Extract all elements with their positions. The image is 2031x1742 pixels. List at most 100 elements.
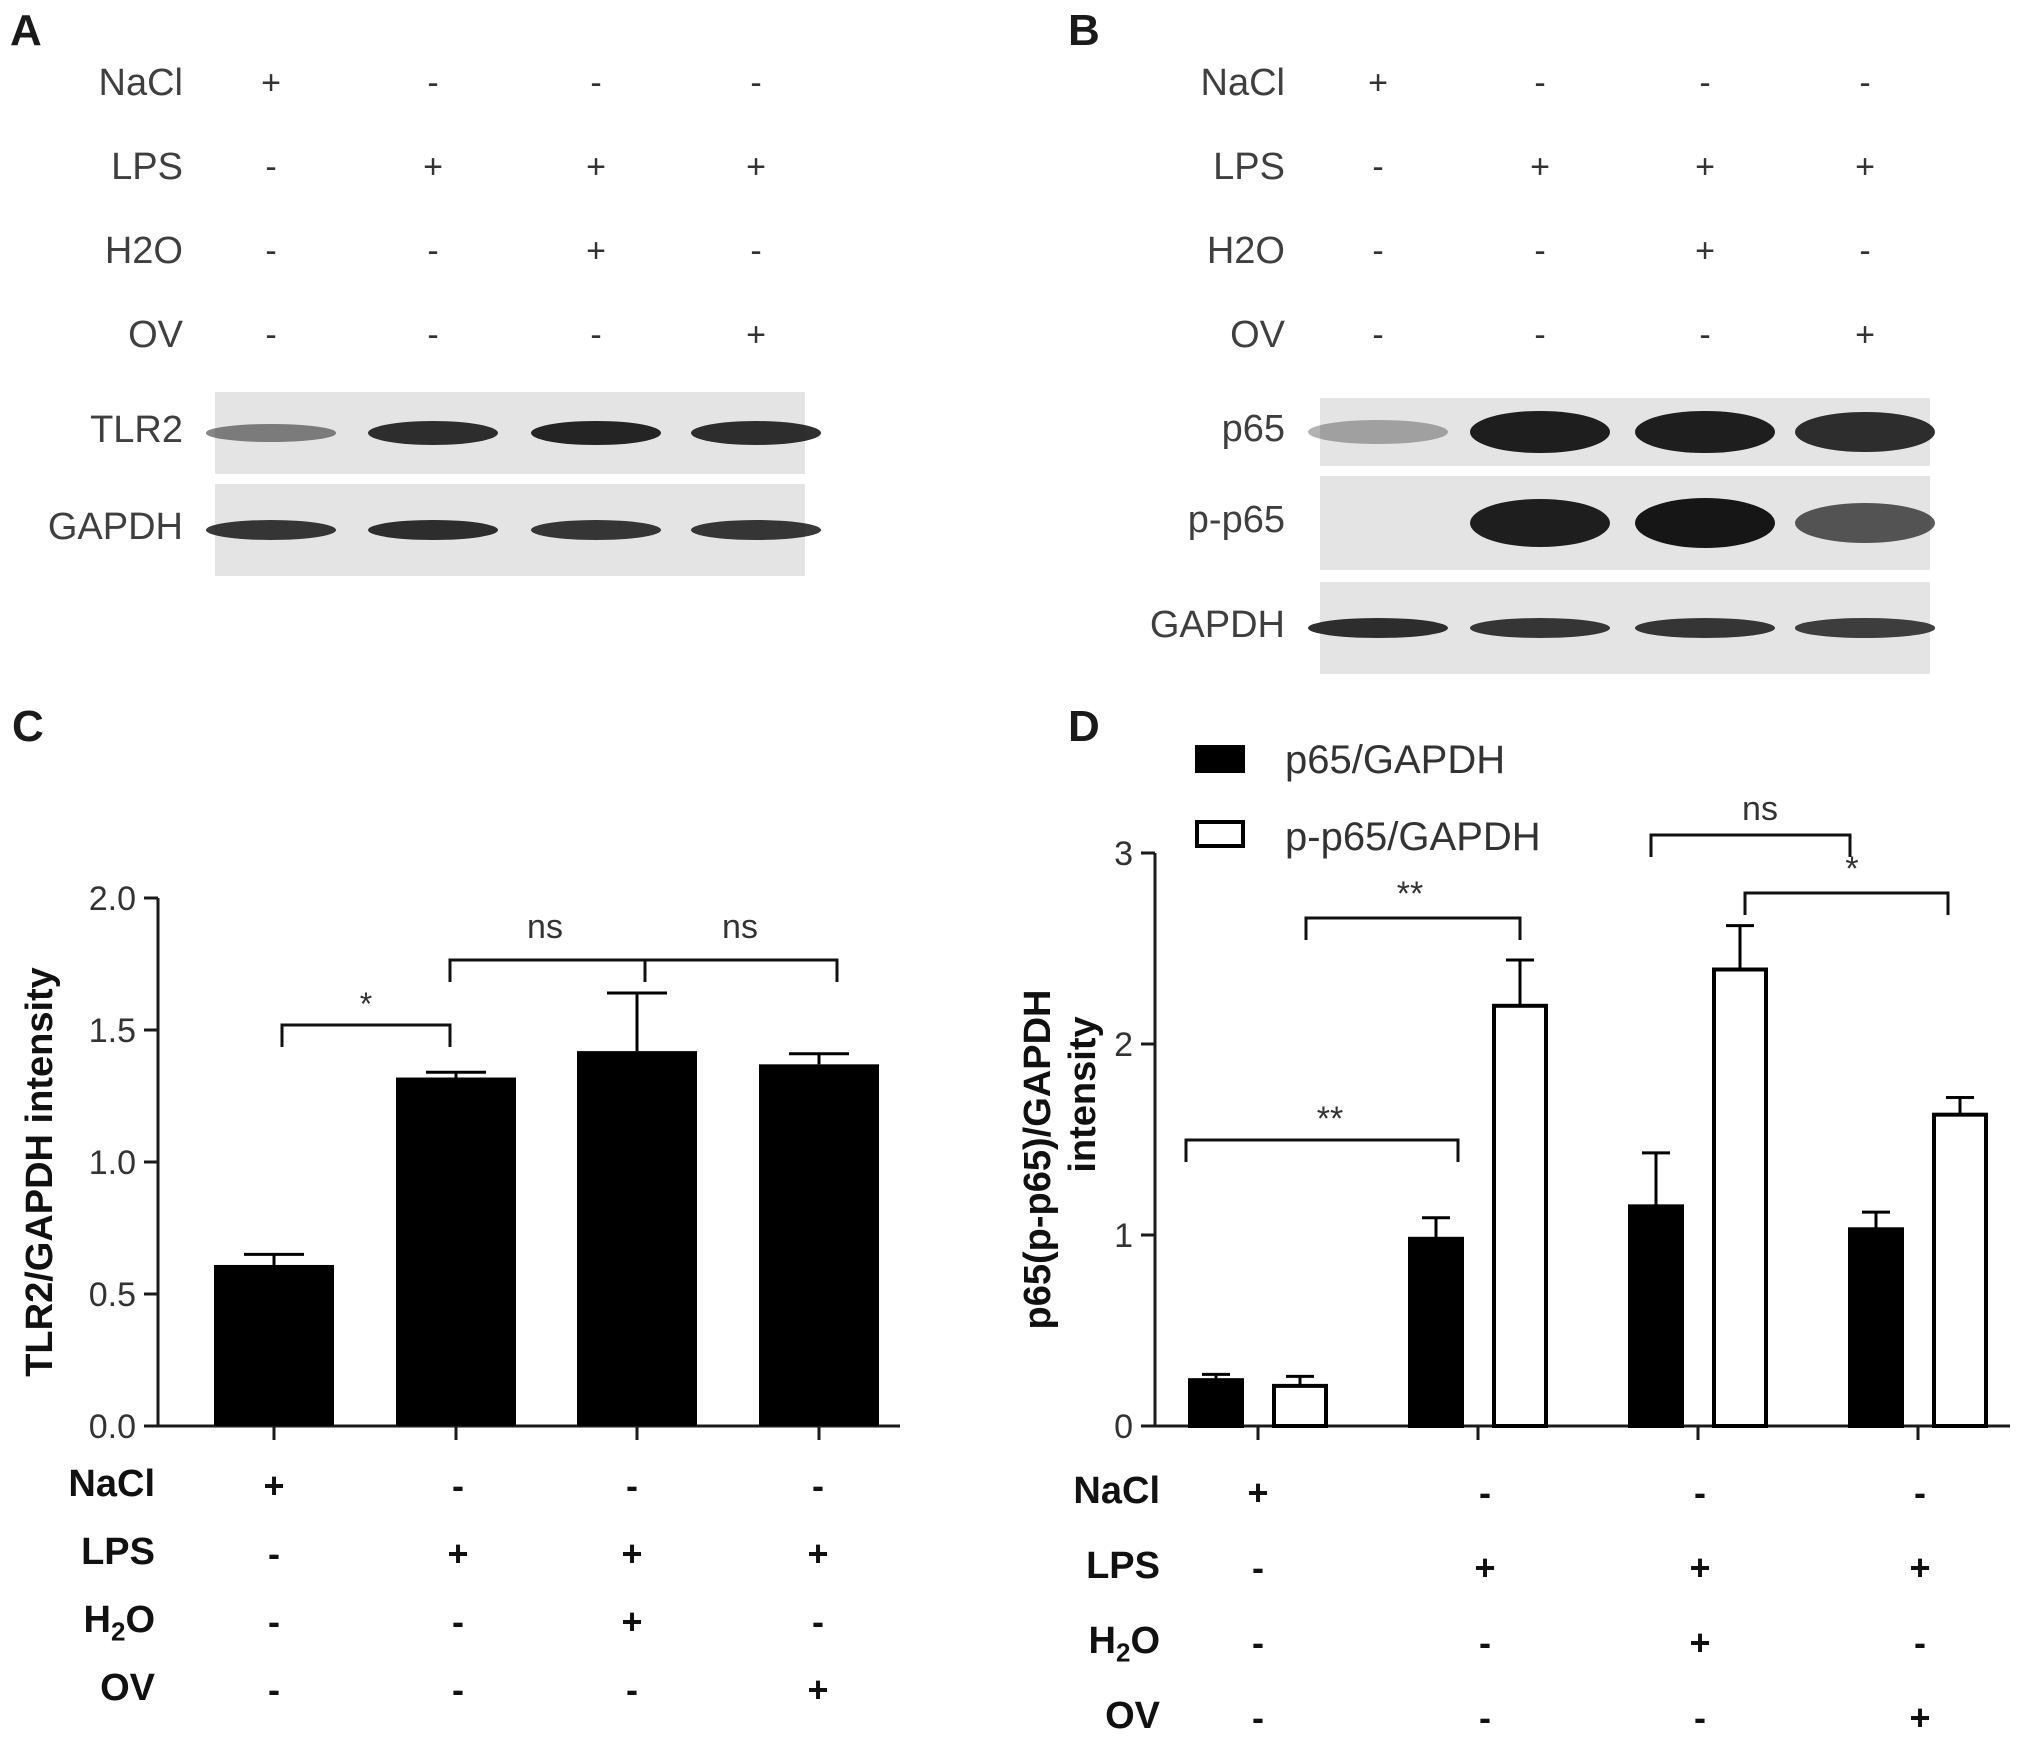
treatment-label: OV	[1105, 1695, 1160, 1737]
treatment-sign: -	[812, 1601, 824, 1642]
treatment-sign: -	[1699, 64, 1711, 102]
subscript: 2	[110, 1616, 126, 1647]
treatment-sign: -	[1372, 232, 1384, 270]
blot-row-label: p-p65	[1187, 499, 1285, 541]
significance-label: **	[1317, 1100, 1343, 1138]
panel-label-b: B	[1068, 6, 1100, 55]
treatment-sign: -	[1699, 316, 1711, 354]
treatment-label: H2O	[104, 230, 183, 272]
treatment-sign: -	[1252, 1622, 1264, 1663]
blot-band	[206, 520, 336, 540]
treatment-sign: +	[261, 64, 281, 102]
treatment-label: NaCl	[68, 1463, 155, 1505]
treatment-label: H2O	[83, 1599, 155, 1647]
blot-band	[531, 520, 661, 540]
treatment-sign: -	[812, 1465, 824, 1506]
treatment-label: LPS	[1086, 1545, 1160, 1587]
treatment-sign: -	[626, 1465, 638, 1506]
treatment-sign: -	[590, 316, 602, 354]
blot-band	[1470, 618, 1610, 638]
legend-label: p65/GAPDH	[1285, 738, 1505, 782]
treatment-sign: +	[1689, 1547, 1711, 1588]
blot-band	[691, 420, 821, 446]
chart-c: 0.0 0.5 1.0 1.5 2.0 TLR2/GAPDH intensity * ns ns	[19, 880, 900, 1446]
treatment-sign: +	[423, 148, 443, 186]
bar	[577, 1051, 697, 1426]
treatment-sign: -	[265, 148, 277, 186]
treatment-sign: -	[268, 1601, 280, 1642]
blot-band	[1635, 618, 1775, 638]
blot-band	[1795, 618, 1935, 638]
treatment-sign: +	[1530, 148, 1550, 186]
treatment-sign: +	[1695, 232, 1715, 270]
y-tick-label: 1.0	[89, 1144, 136, 1182]
treatment-label: NaCl	[1073, 1470, 1160, 1512]
treatment-label: LPS	[81, 1531, 155, 1573]
chart-d: 0 1 2 3 p65(p-p65)/GAPDH intensity p65/GAPDH p-…	[1017, 738, 2010, 1446]
treatment-sign: -	[452, 1465, 464, 1506]
panel-label-d: D	[1068, 702, 1100, 751]
y-tick-label: 2.0	[89, 880, 136, 918]
bar-p65	[1188, 1378, 1244, 1429]
treatment-sign: -	[1694, 1472, 1706, 1513]
treatment-sign: -	[1534, 316, 1546, 354]
panel-label-a: A	[10, 6, 42, 55]
significance-bracket	[1304, 916, 1522, 940]
bar-p65	[1848, 1227, 1904, 1429]
y-tick-label: 1.5	[89, 1012, 136, 1050]
treatment-sign: +	[263, 1465, 285, 1506]
treatment-sign: -	[268, 1533, 280, 1574]
treatment-sign: -	[265, 316, 277, 354]
treatment-sign: +	[1689, 1622, 1711, 1663]
blot-band	[1308, 617, 1448, 639]
treatment-sign: -	[1479, 1472, 1491, 1513]
bar-p-p65	[1272, 1383, 1328, 1429]
treatment-sign: -	[1372, 148, 1384, 186]
blot-band	[1795, 411, 1935, 453]
blot-band	[368, 420, 498, 446]
blot-band	[531, 420, 661, 446]
significance-bracket	[280, 1023, 452, 1047]
blot-band	[1470, 410, 1610, 454]
significance-bracket	[1184, 1138, 1460, 1162]
blot-band	[691, 520, 821, 540]
blot-row-label: GAPDH	[47, 506, 183, 548]
treatment-sign: +	[1247, 1472, 1269, 1513]
treatment-sign: +	[807, 1669, 829, 1710]
treatment-sign: -	[1252, 1547, 1264, 1588]
treatment-label: LPS	[1213, 146, 1285, 188]
treatment-sign: +	[1855, 148, 1875, 186]
blot-row-label: GAPDH	[1149, 604, 1285, 646]
treatment-sign: -	[1479, 1622, 1491, 1663]
legend-label: p-p65/GAPDH	[1285, 815, 1541, 859]
y-axis-label: p65(p-p65)/GAPDH	[1017, 990, 1059, 1330]
treatment-sign: -	[1859, 64, 1871, 102]
treatment-sign: +	[1909, 1547, 1931, 1588]
y-tick-label: 1	[1114, 1217, 1133, 1255]
treatment-sign: -	[1859, 232, 1871, 270]
treatment-sign: +	[621, 1533, 643, 1574]
significance-label: *	[1845, 850, 1858, 888]
treatment-label: OV	[100, 1667, 155, 1709]
treatment-sign: +	[1695, 148, 1715, 186]
significance-label: ns	[722, 908, 758, 946]
significance-label: ns	[1742, 790, 1778, 828]
treatment-sign: +	[1474, 1547, 1496, 1588]
significance-label: *	[360, 986, 372, 1022]
bar-p-p65	[1932, 1112, 1988, 1429]
treatment-sign: +	[586, 232, 606, 270]
y-tick-label: 0.0	[89, 1408, 136, 1446]
treatment-sign: -	[1694, 1697, 1706, 1738]
y-axis-label: TLR2/GAPDH intensity	[19, 967, 61, 1377]
treatment-sign: -	[590, 64, 602, 102]
treatment-label: H2O	[1088, 1620, 1160, 1668]
treatment-sign: -	[1372, 316, 1384, 354]
blot-row-label: p65	[1221, 408, 1285, 450]
treatment-sign: -	[427, 316, 439, 354]
treatment-sign: -	[1534, 232, 1546, 270]
blot-band	[1470, 498, 1610, 548]
blot-band	[1635, 410, 1775, 454]
subscript: 2	[1115, 1637, 1131, 1668]
treatment-sign: -	[750, 64, 762, 102]
